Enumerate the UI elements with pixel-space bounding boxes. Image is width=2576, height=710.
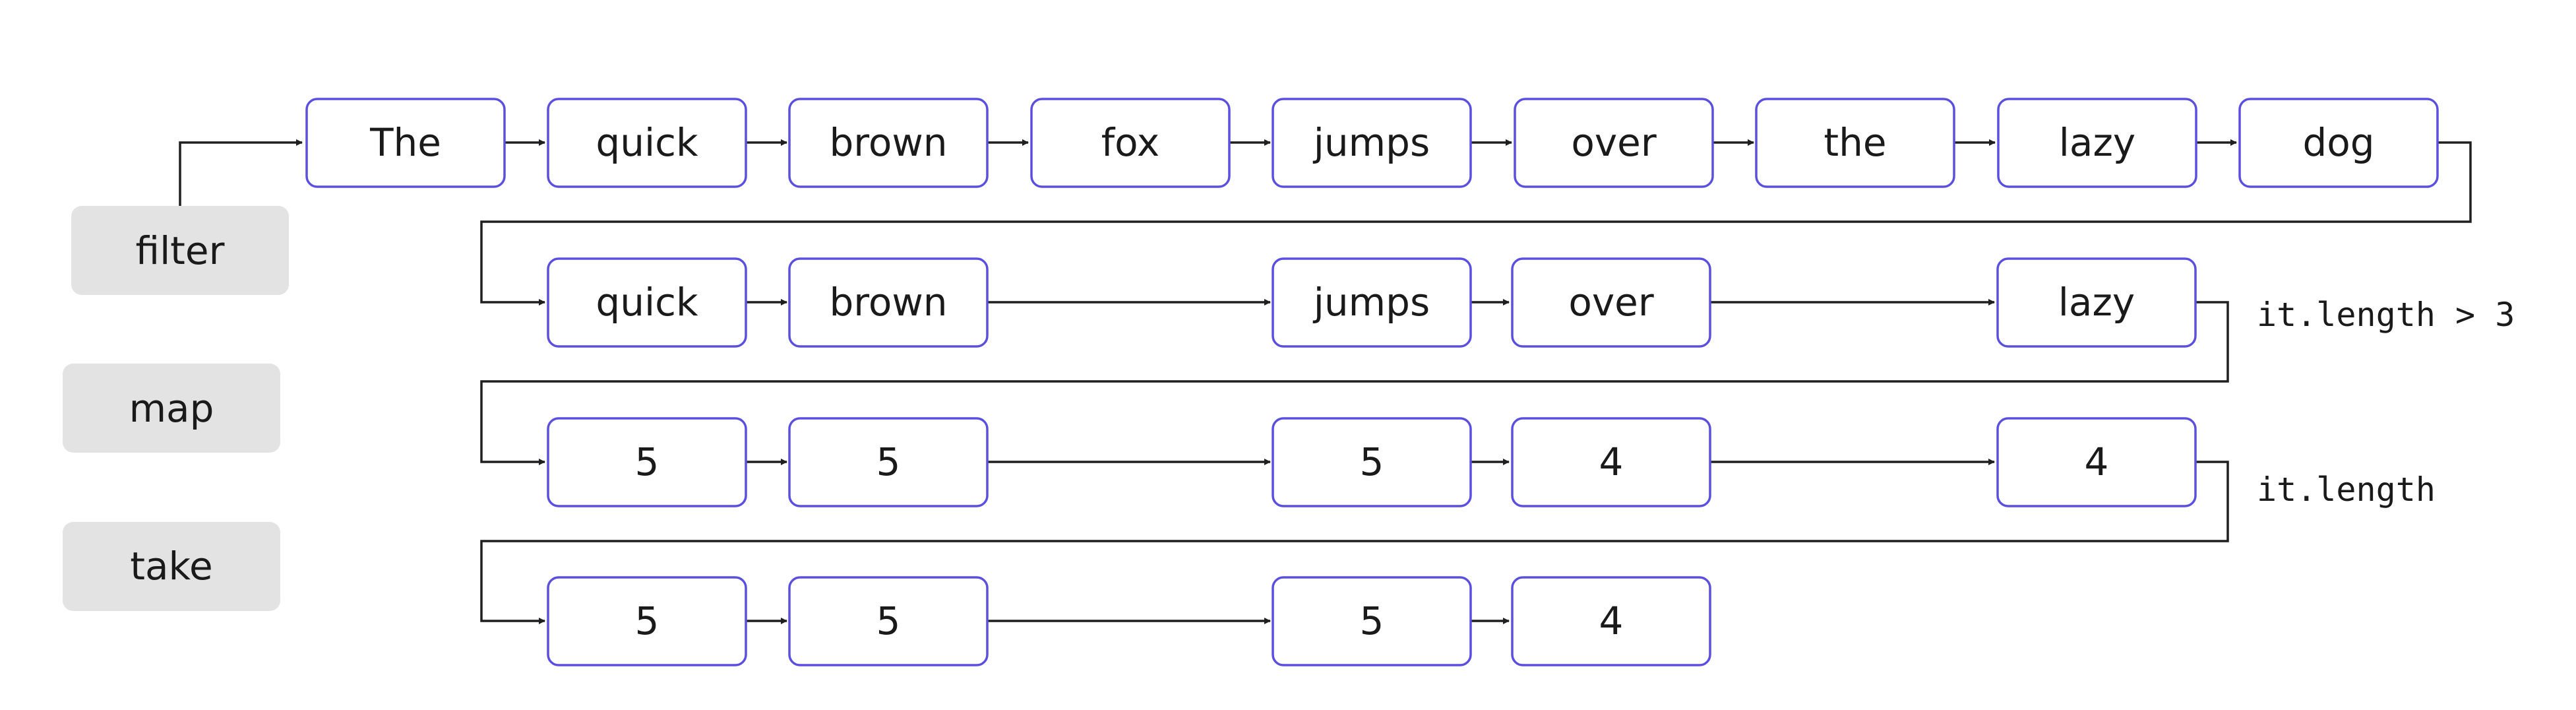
node-label: jumps [1312,120,1430,165]
node-box [1030,98,1231,188]
operation-map: map [63,364,280,453]
node-label: 5 [876,598,901,643]
node-label: 5 [635,598,659,643]
node-label: 5 [1360,439,1384,484]
node-box [1272,576,1472,666]
row-wrap-2-3 [480,301,2229,465]
node-label: The [369,120,441,165]
operation-label: map [129,386,214,431]
operation-take: take [63,522,280,611]
node-label: lazy [2058,280,2135,325]
node-box [1511,417,1711,507]
node-box [2238,98,2439,188]
node-box [1511,576,1711,666]
node-box [1272,257,1472,348]
node-label: fox [1101,120,1159,165]
node-label: 5 [635,439,659,484]
node-label: jumps [1312,280,1430,325]
node-box [1997,98,2197,188]
node-box [1514,98,1714,188]
node-label: over [1568,280,1653,325]
node-label: the [1824,120,1886,165]
operation-box [63,522,280,611]
row-wrap-1-2 [480,141,2472,306]
operation-box [71,206,289,295]
connector-filter-to-input [179,139,303,206]
node-box [1996,257,2197,348]
node-label: quick [596,280,698,325]
node-box [1272,417,1472,507]
nodes [305,98,2439,666]
node-label: 5 [876,439,901,484]
node-box [547,576,747,666]
node-label: lazy [2059,120,2135,165]
node-box [788,98,989,188]
row-3 [547,417,2197,507]
row-1 [305,98,2439,188]
connectors [179,139,2472,624]
map-transform-label: it.length [2257,470,2436,509]
node-label: 4 [2085,439,2109,484]
operation-box [63,364,280,453]
row-2 [547,257,2197,348]
operation-filter: filter [71,206,289,295]
node-box [788,257,989,348]
node-box [547,417,747,507]
filter-predicate-label: it.length > 3 [2257,296,2515,334]
operation-label: filter [136,228,225,273]
row-wrap-3-4 [480,461,2229,624]
node-box [547,257,747,348]
node-label: 4 [1599,439,1624,484]
node-label: 5 [1360,598,1384,643]
row-4 [547,576,1711,666]
node-label: brown [829,280,947,325]
node-label: over [1571,120,1656,165]
node-box [547,98,747,188]
node-box [1996,417,2197,507]
node-label: dog [2302,120,2374,165]
node-box [788,417,989,507]
node-box [305,98,506,188]
node-box [1755,98,1955,188]
node-label: brown [829,120,947,165]
operation-label: take [130,544,213,589]
node-label: 4 [1599,598,1624,643]
node-box [788,576,989,666]
node-box [1511,257,1711,348]
node-box [1272,98,1472,188]
node-labels: The quick brown fox jumps over the lazy … [369,120,2375,643]
node-label: quick [596,120,698,165]
